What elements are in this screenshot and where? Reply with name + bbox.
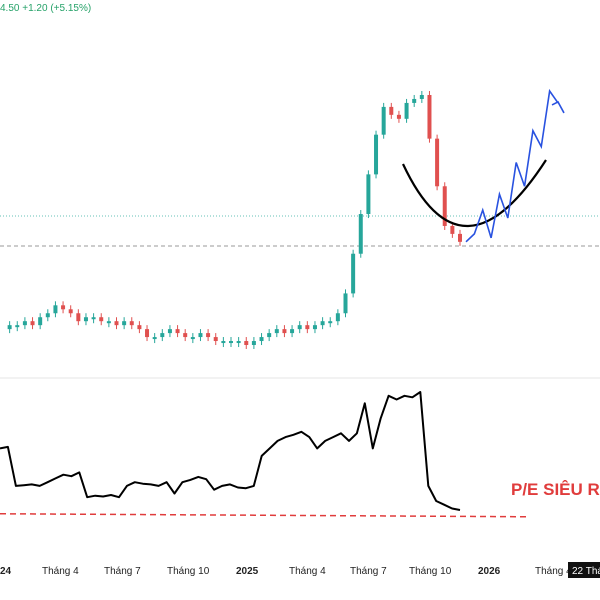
candle-body [213,337,218,342]
x-axis-tick-label: 2026 [478,566,501,577]
candle-body [137,325,142,330]
candle-body [412,98,417,103]
candle-body [381,106,386,135]
price-candles [7,91,462,349]
pe-note-label: P/E SIÊU R [511,480,600,499]
candle-body [274,329,279,334]
candle-body [320,321,325,326]
candle-body [160,333,165,338]
pe-floor-dashed-line [0,513,529,518]
candle-body [83,317,88,322]
date-badge-box [568,562,600,578]
candle-body [45,313,50,318]
price-change-header: 4.50 +1.20 (+5.15%) [0,3,92,14]
candle-body [15,325,20,328]
x-axis-tick-label: Tháng 4 [289,566,326,577]
candle-body [259,337,264,342]
x-axis-tick-label: Tháng 7 [104,566,141,577]
candle-body [251,341,256,345]
x-axis-tick-label: Tháng 4 [42,566,79,577]
candle-body [114,321,119,326]
candle-body [351,253,356,294]
candle-body [99,317,104,322]
candle-body [335,313,340,322]
candle-body [404,102,409,119]
candle-body [152,337,157,340]
candle-body [267,333,272,338]
candle-body [442,186,447,226]
candle-body [343,293,348,314]
candle-body [175,329,180,334]
candle-body [190,337,195,340]
candle-body [435,138,440,187]
x-axis-tick-label: Tháng 10 [167,566,210,577]
candle-body [129,321,134,326]
candle-body [396,114,401,119]
projection-arrowhead [551,100,565,114]
candle-body [290,329,295,334]
candle-body [297,325,302,330]
x-axis-tick-label: Tháng 10 [409,566,452,577]
candle-body [91,317,96,320]
candle-body [61,305,66,310]
candle-body [145,329,150,338]
candle-body [427,95,432,139]
projection-zigzag [465,88,559,243]
candle-body [68,309,73,314]
cup-pattern-curve [402,159,547,228]
x-axis-tick-label: 2025 [236,566,259,577]
x-axis-tick-label: 24 [0,566,12,577]
candle-body [305,325,310,330]
candle-body [167,329,172,334]
candle-body [389,106,394,115]
candle-body [106,321,111,324]
candle-body [366,174,371,215]
candle-body [419,95,424,99]
candle-body [198,333,203,338]
candle-body [76,313,81,322]
candle-body [358,214,363,254]
candle-body [328,321,333,324]
candle-body [458,233,462,242]
date-badge-label: 22 Tháng [572,566,600,577]
x-axis: 24 Tháng 4 Tháng 7 Tháng 10 2025 Tháng 4 Tháng… [0,566,572,577]
candle-body [450,225,455,234]
candle-body [53,305,58,314]
candle-body [374,134,379,175]
candle-body [312,325,317,330]
candle-body [206,333,211,338]
candle-body [236,341,241,344]
candle-body [282,329,287,334]
candle-body [244,341,249,345]
candle-body [229,341,233,344]
x-axis-tick-label: Tháng 7 [350,566,387,577]
candle-body [122,321,127,326]
candle-body [221,341,226,344]
candle-body [22,321,27,326]
pe-line [0,391,461,511]
candle-body [30,321,35,326]
candle-body [7,325,12,330]
x-axis-tick-label: Tháng 4 [535,566,572,577]
candle-body [183,333,188,338]
candle-body [38,317,43,326]
